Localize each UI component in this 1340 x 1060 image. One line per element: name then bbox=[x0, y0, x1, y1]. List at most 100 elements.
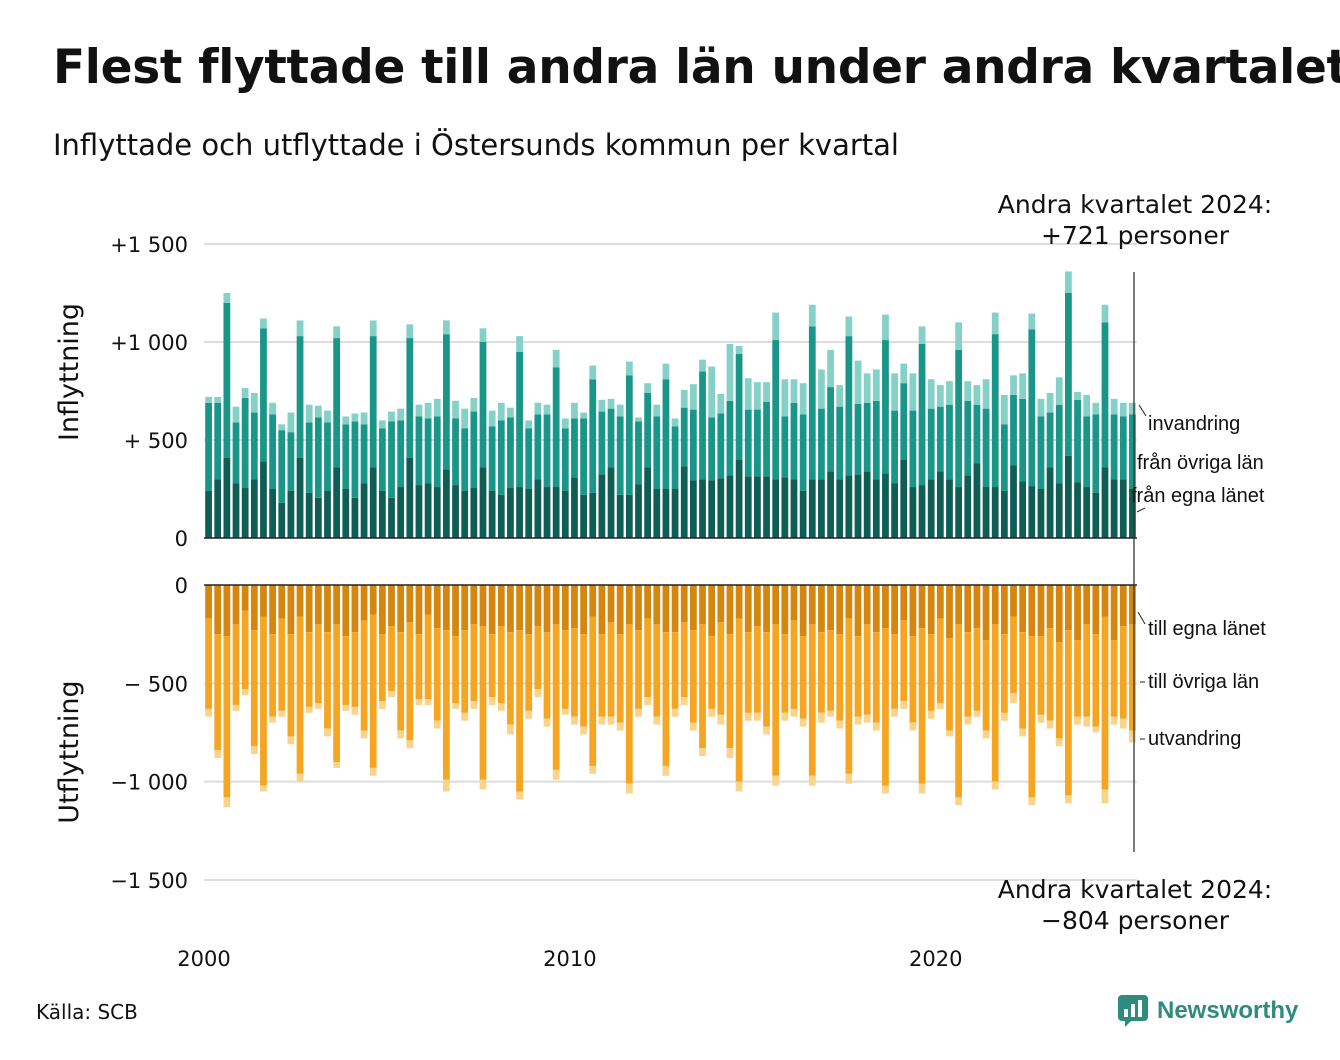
bar-in-2 bbox=[689, 409, 697, 481]
bar-out-2 bbox=[644, 618, 652, 698]
bar-in-3 bbox=[241, 388, 249, 398]
bar-in-1 bbox=[260, 461, 267, 538]
bar-out-1 bbox=[1046, 585, 1054, 629]
bar-out-3 bbox=[552, 769, 560, 780]
bar-in-2 bbox=[1000, 424, 1008, 491]
bar-out-2 bbox=[854, 636, 862, 717]
bar-out-3 bbox=[1019, 728, 1027, 737]
bar-in-2 bbox=[726, 400, 734, 476]
bar-out-2 bbox=[525, 634, 533, 711]
bar-in-1 bbox=[827, 471, 834, 538]
bar-out-3 bbox=[699, 748, 706, 757]
bar-in-2 bbox=[863, 402, 871, 472]
bar-out-1 bbox=[589, 585, 597, 617]
bar-out-3 bbox=[561, 708, 569, 715]
bar-in-1 bbox=[580, 494, 587, 538]
bar-in-1 bbox=[955, 487, 963, 538]
bar-in-2 bbox=[516, 351, 523, 488]
bar-out-2 bbox=[205, 618, 212, 709]
y-tick-label: 0 bbox=[175, 527, 188, 551]
bar-in-1 bbox=[726, 475, 734, 538]
brand-logo[interactable]: Newsworthy bbox=[1117, 994, 1298, 1028]
bar-in-1 bbox=[589, 492, 597, 538]
bar-in-2 bbox=[250, 412, 258, 480]
bar-in-2 bbox=[598, 411, 606, 475]
bar-in-2 bbox=[671, 426, 679, 489]
source-note: Källa: SCB bbox=[36, 1000, 138, 1024]
bar-in-3 bbox=[1046, 392, 1054, 413]
bar-in-1 bbox=[488, 490, 496, 538]
bar-in-2 bbox=[827, 387, 834, 472]
bar-out-2 bbox=[534, 626, 542, 690]
bar-out-1 bbox=[644, 585, 652, 619]
bar-in-2 bbox=[735, 353, 743, 460]
bar-out-2 bbox=[836, 634, 844, 721]
bar-in-3 bbox=[607, 398, 615, 409]
bar-in-1 bbox=[598, 474, 606, 538]
bar-in-2 bbox=[223, 302, 231, 458]
bar-out-2 bbox=[726, 634, 734, 749]
bar-out-1 bbox=[936, 585, 944, 619]
bar-out-2 bbox=[1055, 642, 1063, 739]
bar-in-3 bbox=[250, 392, 258, 413]
bar-in-1 bbox=[1074, 482, 1081, 538]
bar-out-3 bbox=[214, 750, 222, 759]
bar-in-1 bbox=[232, 483, 240, 538]
bar-in-3 bbox=[964, 381, 972, 401]
bar-out-1 bbox=[1129, 585, 1136, 625]
bar-out-3 bbox=[607, 716, 615, 725]
bar-out-1 bbox=[1101, 585, 1109, 617]
bar-out-1 bbox=[662, 585, 670, 633]
bar-out-3 bbox=[580, 726, 587, 735]
bar-out-2 bbox=[955, 624, 963, 798]
bar-out-2 bbox=[305, 632, 313, 707]
bar-out-1 bbox=[241, 585, 249, 611]
bar-in-2 bbox=[781, 416, 789, 478]
bar-in-2 bbox=[708, 417, 716, 481]
bar-out-2 bbox=[671, 632, 679, 709]
bar-in-2 bbox=[699, 371, 706, 480]
bar-in-3 bbox=[388, 411, 395, 422]
bar-in-1 bbox=[470, 488, 478, 538]
bar-out-3 bbox=[232, 704, 240, 711]
bar-out-3 bbox=[946, 730, 953, 737]
bar-out-1 bbox=[854, 585, 862, 637]
bar-out-3 bbox=[845, 773, 853, 784]
bar-in-1 bbox=[1055, 483, 1063, 538]
bar-in-2 bbox=[1129, 414, 1136, 489]
bar-in-2 bbox=[845, 336, 853, 476]
bar-in-3 bbox=[369, 320, 377, 337]
bar-in-1 bbox=[689, 480, 697, 538]
bar-out-1 bbox=[625, 585, 633, 625]
bar-in-3 bbox=[397, 408, 405, 421]
bar-in-2 bbox=[443, 334, 450, 470]
bar-out-2 bbox=[900, 620, 908, 702]
bar-in-1 bbox=[351, 497, 359, 538]
bar-out-3 bbox=[369, 767, 377, 776]
bar-out-3 bbox=[397, 730, 405, 739]
bar-out-2 bbox=[360, 620, 368, 731]
bar-out-3 bbox=[635, 708, 642, 717]
bar-in-3 bbox=[452, 400, 459, 419]
bar-in-1 bbox=[744, 476, 752, 538]
bar-in-3 bbox=[982, 379, 990, 409]
y-tick-label: +1 000 bbox=[110, 331, 188, 355]
bar-in-1 bbox=[1119, 479, 1127, 538]
bar-out-2 bbox=[918, 628, 926, 784]
bar-out-2 bbox=[479, 626, 487, 780]
bar-in-2 bbox=[507, 417, 514, 489]
bar-in-2 bbox=[717, 413, 725, 479]
bar-in-1 bbox=[497, 494, 505, 538]
bar-in-1 bbox=[781, 477, 789, 538]
bar-out-1 bbox=[1028, 585, 1036, 637]
bar-out-1 bbox=[808, 585, 816, 625]
bar-out-1 bbox=[735, 585, 743, 619]
bar-in-3 bbox=[278, 424, 286, 431]
bar-out-3 bbox=[342, 704, 350, 711]
bar-in-1 bbox=[763, 476, 770, 538]
bar-out-1 bbox=[433, 585, 441, 629]
bar-out-2 bbox=[214, 634, 222, 751]
bar-out-1 bbox=[872, 585, 880, 633]
bar-in-3 bbox=[1119, 402, 1127, 417]
bar-in-3 bbox=[543, 404, 551, 415]
